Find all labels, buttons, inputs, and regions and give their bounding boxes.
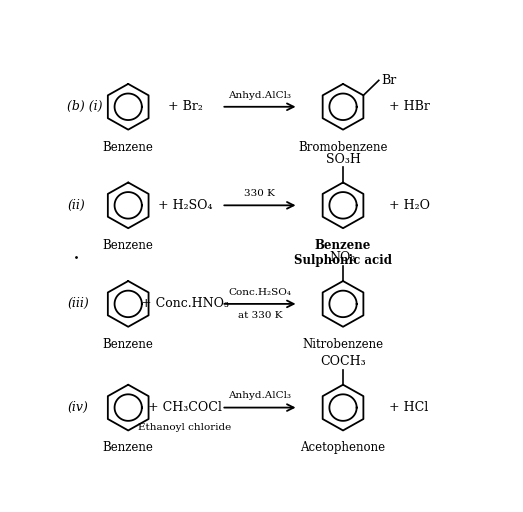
Text: Bromobenzene: Bromobenzene	[298, 141, 388, 154]
Text: (b) (i): (b) (i)	[67, 100, 103, 113]
Text: Br: Br	[381, 74, 396, 87]
Text: COCH₃: COCH₃	[320, 355, 366, 368]
Text: Anhyd.AlCl₃: Anhyd.AlCl₃	[229, 91, 291, 100]
Text: at 330 K: at 330 K	[237, 311, 282, 320]
Text: + CH₃COCl: + CH₃COCl	[148, 401, 222, 414]
Text: Nitrobenzene: Nitrobenzene	[302, 338, 383, 351]
Text: (iv): (iv)	[67, 401, 88, 414]
Text: Benzene: Benzene	[103, 239, 154, 252]
Text: + H₂SO₄: + H₂SO₄	[158, 199, 212, 212]
Text: Conc.H₂SO₄: Conc.H₂SO₄	[229, 288, 291, 297]
Text: Benzene
Sulphonic acid: Benzene Sulphonic acid	[294, 239, 392, 267]
Text: + Conc.HNO₃: + Conc.HNO₃	[141, 297, 229, 310]
Text: 330 K: 330 K	[244, 189, 276, 198]
Text: + H₂O: + H₂O	[389, 199, 430, 212]
Text: Ethanoyl chloride: Ethanoyl chloride	[138, 422, 232, 432]
Text: + HCl: + HCl	[389, 401, 428, 414]
Text: + Br₂: + Br₂	[167, 100, 202, 113]
Text: Benzene: Benzene	[103, 441, 154, 455]
Text: (ii): (ii)	[67, 199, 85, 212]
Text: SO₃H: SO₃H	[326, 153, 360, 166]
Text: Acetophenone: Acetophenone	[300, 441, 385, 455]
Text: + HBr: + HBr	[389, 100, 430, 113]
Text: Benzene: Benzene	[103, 338, 154, 351]
Text: NO₂: NO₂	[330, 251, 356, 265]
Text: Anhyd.AlCl₃: Anhyd.AlCl₃	[229, 392, 291, 400]
Text: Benzene: Benzene	[103, 141, 154, 154]
Text: (iii): (iii)	[67, 297, 89, 310]
